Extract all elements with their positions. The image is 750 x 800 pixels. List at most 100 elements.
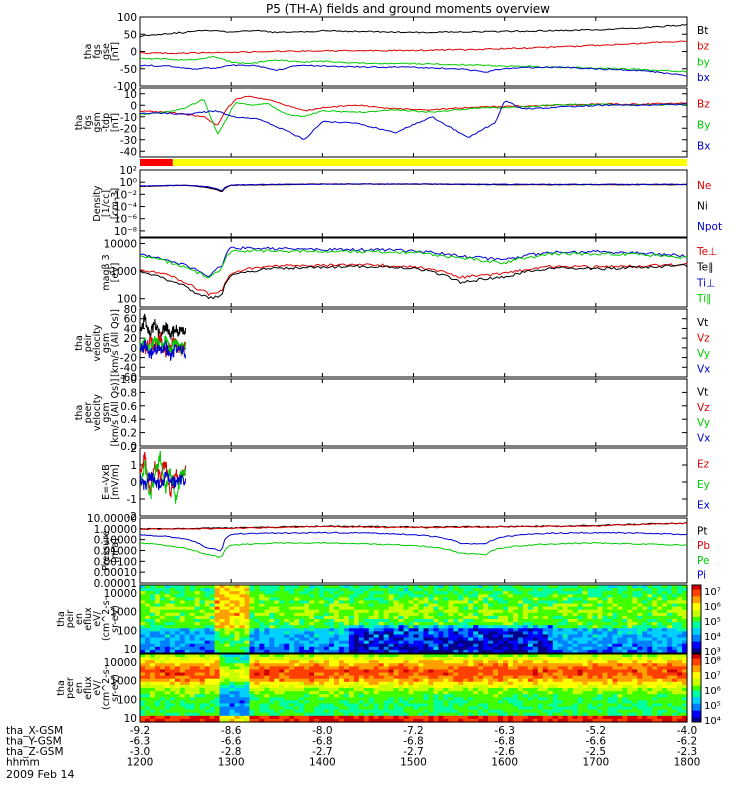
heatmap-cell (224, 600, 231, 605)
heatmap-cell (353, 606, 360, 611)
heatmap-cell (542, 591, 549, 595)
heatmap-cell (532, 615, 539, 620)
heatmap-cell (672, 594, 678, 598)
heatmap-cell (194, 669, 201, 674)
heatmap-cell (478, 672, 484, 677)
heatmap-cell (532, 654, 539, 658)
heatmap-cell (423, 691, 430, 695)
heatmap-cell (174, 666, 181, 671)
heatmap-cell (259, 688, 265, 692)
heatmap-cell (567, 694, 574, 698)
heatmap-cell (169, 700, 176, 705)
heatmap-cell (532, 709, 539, 714)
heatmap-cell (672, 606, 678, 611)
heatmap-cell (552, 643, 559, 648)
heatmap-cell (552, 597, 559, 602)
heatmap-cell (428, 654, 434, 658)
heatmap-cell (567, 640, 574, 645)
heatmap-cell (254, 585, 260, 589)
heatmap-cell (493, 588, 499, 592)
heatmap-cell (214, 649, 221, 654)
heatmap-cell (582, 703, 589, 708)
heatmap-cell (353, 591, 360, 595)
heatmap-cell (159, 694, 166, 698)
heatmap-cell (373, 634, 380, 639)
heatmap-cell (244, 606, 250, 611)
heatmap-cell (393, 585, 400, 589)
heatmap-cell (140, 609, 146, 614)
heatmap-cell (239, 706, 246, 711)
heatmap-cell (632, 619, 638, 623)
heatmap-cell (319, 612, 325, 617)
heatmap-cell (254, 666, 260, 671)
heatmap-cell (214, 657, 221, 661)
heatmap-cell (557, 654, 564, 658)
heatmap-cell (348, 606, 355, 611)
heatmap-cell (438, 709, 444, 714)
heatmap-cell (403, 600, 410, 605)
heatmap-cell (478, 700, 484, 705)
heatmap-cell (373, 640, 380, 645)
heatmap-cell (647, 697, 653, 701)
heatmap-cell (289, 675, 295, 680)
heatmap-cell (269, 634, 275, 639)
heatmap-cell (234, 609, 241, 614)
heatmap-cell (667, 694, 673, 698)
heatmap-cell (433, 597, 439, 602)
heatmap-cell (463, 646, 469, 651)
heatmap-cell (458, 637, 464, 642)
heatmap-cell (244, 612, 250, 617)
heatmap-cell (433, 615, 439, 620)
heatmap-cell (458, 669, 464, 674)
heatmap-cell (333, 603, 340, 608)
heatmap-cell (144, 666, 151, 671)
heatmap-cell (214, 672, 221, 677)
heatmap-cell (552, 594, 559, 598)
heatmap-cell (647, 649, 653, 654)
heatmap-cell (547, 637, 554, 642)
heatmap-cell (249, 594, 255, 598)
heatmap-cell (204, 637, 211, 642)
heatmap-cell (453, 615, 459, 620)
heatmap-cell (289, 694, 295, 698)
heatmap-cell (657, 660, 663, 664)
heatmap-cell (289, 672, 295, 677)
heatmap-cell (358, 660, 365, 664)
heatmap-cell (582, 640, 589, 645)
heatmap-cell (582, 594, 589, 598)
heatmap-cell (433, 657, 439, 661)
heatmap-cell (383, 709, 390, 714)
heatmap-cell (557, 678, 564, 683)
heatmap-cell (592, 684, 599, 689)
heatmap-cell (662, 597, 668, 602)
heatmap-cell (413, 615, 420, 620)
heatmap-cell (682, 709, 688, 714)
heatmap-cell (383, 691, 390, 695)
heatmap-cell (423, 585, 430, 589)
heatmap-cell (388, 666, 395, 671)
heatmap-cell (632, 637, 638, 642)
heatmap-cell (527, 672, 534, 677)
heatmap-cell (194, 588, 201, 592)
heatmap-cell (234, 628, 241, 632)
heatmap-cell (587, 585, 594, 589)
heatmap-cell (368, 628, 375, 632)
heatmap-cell (637, 675, 643, 680)
heatmap-cell (194, 684, 201, 689)
heatmap-cell (219, 628, 226, 632)
heatmap-cell (642, 643, 648, 648)
y-axis-label: fgs (83, 115, 94, 129)
heatmap-cell (333, 646, 340, 651)
heatmap-cell (408, 625, 415, 629)
heatmap-cell (373, 684, 380, 689)
heatmap-cell (677, 649, 683, 654)
heatmap-cell (438, 631, 444, 636)
heatmap-cell (587, 678, 594, 683)
heatmap-cell (662, 628, 668, 632)
heatmap-cell (498, 672, 504, 677)
heatmap-cell (617, 678, 623, 683)
heatmap-cell (572, 654, 579, 658)
heatmap-cell (353, 688, 360, 692)
heatmap-cell (448, 646, 454, 651)
heatmap-cell (672, 585, 678, 589)
